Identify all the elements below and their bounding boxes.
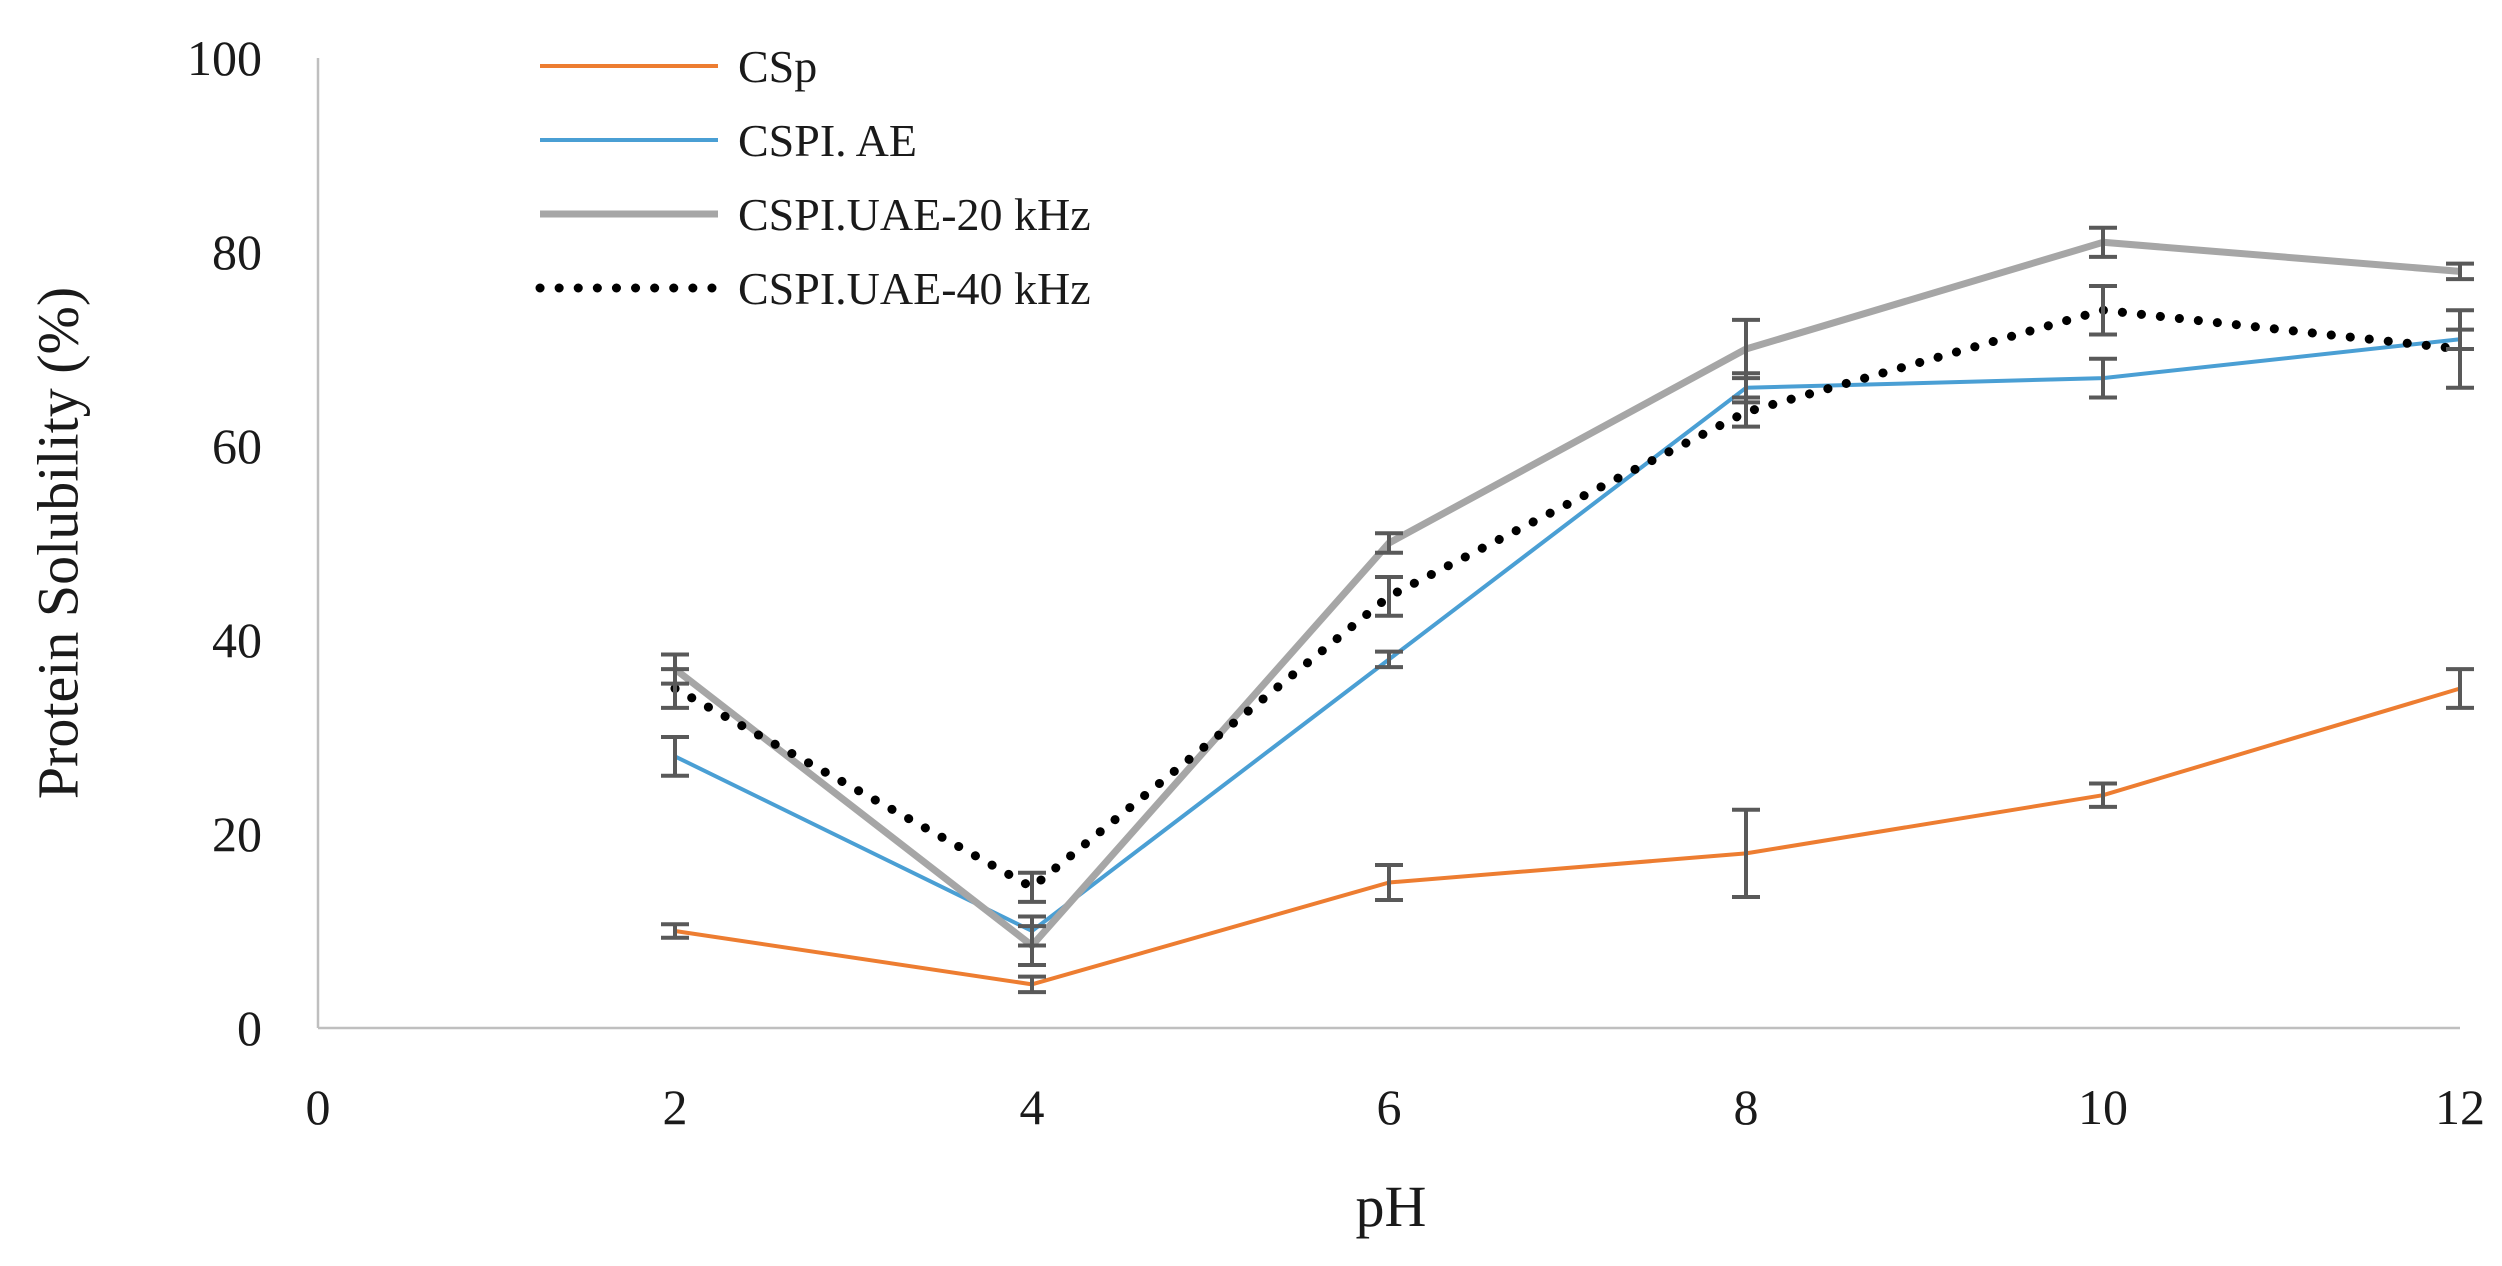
error-bar xyxy=(1018,974,1046,995)
error-bar xyxy=(1375,863,1403,902)
series-lines xyxy=(670,238,2465,987)
error-bar xyxy=(1375,649,1403,670)
error-bar xyxy=(661,667,689,710)
error-bar xyxy=(2446,308,2474,390)
x-tick-label: 10 xyxy=(2078,1079,2128,1135)
error-bar xyxy=(2089,356,2117,400)
error-bar xyxy=(1732,317,1760,381)
legend-label-4: CSPI.UAE-40 kHz xyxy=(738,263,1091,314)
error-bar xyxy=(2089,283,2117,337)
error-bars xyxy=(661,225,2474,995)
error-bar xyxy=(1732,807,1760,900)
series-line-4 xyxy=(670,305,2465,892)
error-bar xyxy=(1732,395,1760,429)
error-bar xyxy=(1375,574,1403,618)
series-line-2 xyxy=(674,337,2461,933)
y-tick-label: 60 xyxy=(212,418,262,474)
y-tick-label: 0 xyxy=(237,1000,262,1056)
series-line-3 xyxy=(672,238,2461,950)
y-axis-title: Protein Solubility (%) xyxy=(26,287,91,799)
error-bar xyxy=(1018,870,1046,904)
y-tick-label: 80 xyxy=(212,224,262,280)
error-bar xyxy=(1375,531,1403,555)
legend-label-2: CSPI. AE xyxy=(738,115,917,166)
x-axis-title: pH xyxy=(1356,1174,1427,1239)
x-tick-label: 4 xyxy=(1020,1079,1045,1135)
error-bar xyxy=(661,735,689,778)
error-bar xyxy=(2089,225,2117,259)
x-tick-label: 12 xyxy=(2435,1079,2485,1135)
error-bar xyxy=(2446,261,2474,282)
x-tick-label: 0 xyxy=(306,1079,331,1135)
x-tick-label: 6 xyxy=(1377,1079,1402,1135)
error-bar xyxy=(1018,924,1046,967)
legend-label-1: CSp xyxy=(738,41,817,92)
y-tick-label: 100 xyxy=(187,30,262,86)
y-tick-label: 40 xyxy=(212,612,262,668)
legend-label-3: CSPI.UAE-20 kHz xyxy=(738,189,1091,240)
error-bar xyxy=(2089,781,2117,809)
y-tick-label: 20 xyxy=(212,806,262,862)
x-tick-label: 2 xyxy=(663,1079,688,1135)
error-bar xyxy=(661,922,689,940)
axes: 0 2 4 6 8 10 12 0 20 40 60 80 100 pH Protein Solubilit… xyxy=(26,30,2486,1239)
x-tick-label: 8 xyxy=(1734,1079,1759,1135)
error-bar xyxy=(2446,667,2474,710)
legend: CSp CSPI. AE CSPI.UAE-20 kHz CSPI.UAE-40 kH… xyxy=(535,41,1091,314)
series-line-1 xyxy=(674,686,2461,987)
